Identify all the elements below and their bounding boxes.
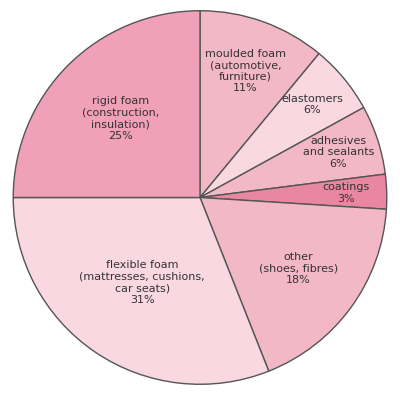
- Text: moulded foam
(automotive,
furniture)
11%: moulded foam (automotive, furniture) 11%: [205, 49, 286, 93]
- Wedge shape: [13, 11, 200, 197]
- Wedge shape: [13, 198, 269, 384]
- Wedge shape: [200, 54, 364, 198]
- Wedge shape: [200, 174, 387, 209]
- Text: elastomers
6%: elastomers 6%: [281, 94, 343, 115]
- Wedge shape: [200, 107, 385, 198]
- Wedge shape: [200, 11, 319, 197]
- Text: rigid foam
(construction,
insulation)
25%: rigid foam (construction, insulation) 25…: [82, 96, 159, 141]
- Wedge shape: [200, 198, 386, 371]
- Text: flexible foam
(mattresses, cushions,
car seats)
31%: flexible foam (mattresses, cushions, car…: [80, 260, 205, 305]
- Text: other
(shoes, fibres)
18%: other (shoes, fibres) 18%: [259, 252, 338, 286]
- Text: coatings
3%: coatings 3%: [322, 182, 369, 204]
- Text: adhesives
and sealants
6%: adhesives and sealants 6%: [303, 136, 374, 169]
